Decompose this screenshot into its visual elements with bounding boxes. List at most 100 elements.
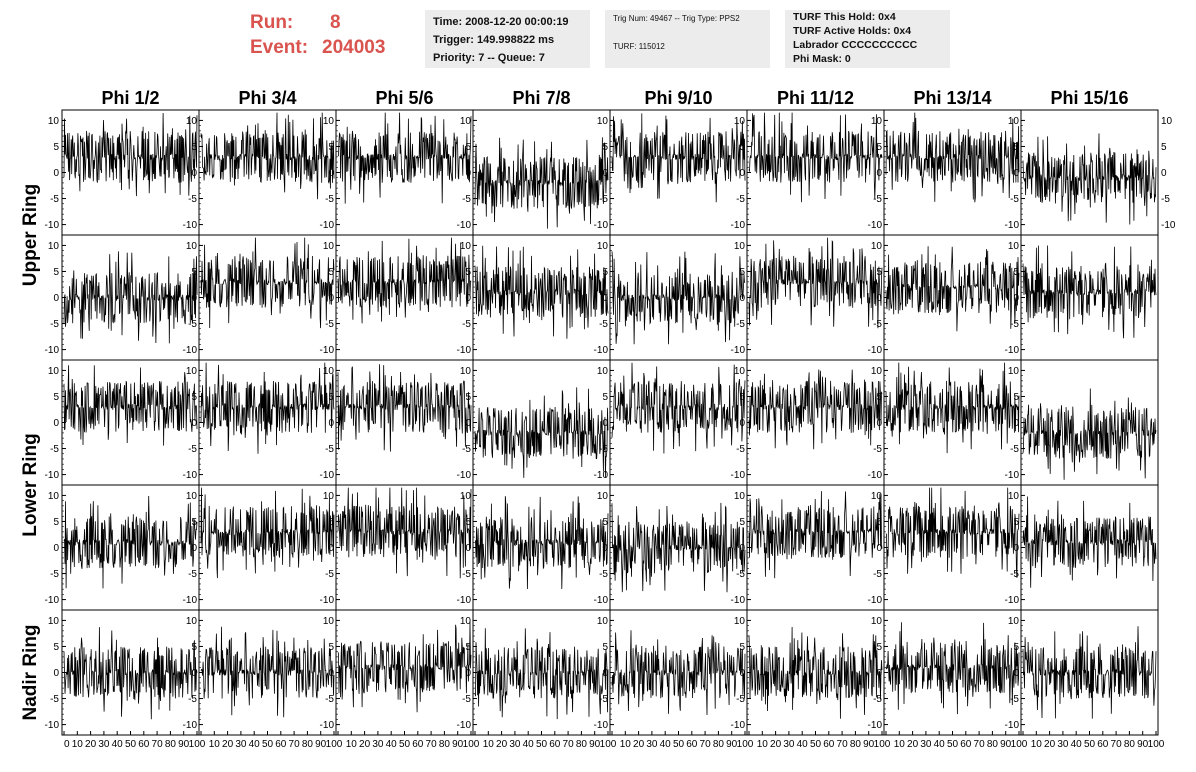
y-tick-label: 5 [328,267,334,278]
y-tick-label: 0 [328,168,334,179]
waveform-trace [748,491,883,579]
y-tick-label: 5 [53,642,59,653]
y-tick-label: 0 [328,668,334,679]
x-tick-label: 20 [222,739,234,750]
y-tick-label: 0 [739,168,745,179]
x-tick-label: 60 [1097,739,1109,750]
y-tick-label: 5 [1013,142,1019,153]
y-tick-label: 0 [328,418,334,429]
y-tick-label: -10 [731,720,746,731]
y-tick-label: 0 [1013,293,1019,304]
y-tick-label: 5 [328,642,334,653]
y-tick-label: -10 [45,220,60,231]
x-tick-label: 50 [262,739,274,750]
y-tick-label: 0 [602,418,608,429]
y-tick-label: 10 [597,366,609,377]
waveform-trace [200,487,335,579]
y-tick-label: 10 [1008,116,1020,127]
x-tick-label: 30 [920,739,932,750]
y-tick-label: 5 [876,642,882,653]
x-tick-label: 100 [874,739,891,750]
y-tick-label: -5 [1010,194,1019,205]
y-tick-label: 0 [739,418,745,429]
y-tick-label: -10 [183,595,198,606]
y-tick-label-right: 5 [1161,142,1167,153]
y-tick-label: 5 [465,517,471,528]
y-tick-label: -10 [457,595,472,606]
y-tick-label: -5 [873,569,882,580]
waveform-trace [748,626,883,719]
y-tick-label: 5 [328,392,334,403]
y-tick-label: -10 [1005,595,1020,606]
y-tick-label: -5 [599,319,608,330]
y-tick-label: -5 [462,444,471,455]
x-tick-label: 100 [600,739,617,750]
labrador-text: Labrador CCCCCCCCCC [793,39,918,51]
y-tick-label-right: -5 [1161,194,1170,205]
x-tick-label: 0 [64,739,70,750]
waveform-trace [474,628,609,720]
y-tick-label: 5 [53,392,59,403]
y-tick-label: -5 [736,569,745,580]
y-tick-label: 5 [328,517,334,528]
y-tick-label: 0 [328,543,334,554]
row-group-title: Lower Ring [20,433,41,536]
y-tick-label: 5 [1013,642,1019,653]
x-tick-label: 60 [686,739,698,750]
y-tick-label: 10 [323,241,335,252]
x-tick-label: 50 [125,739,137,750]
y-tick-label: -10 [594,220,609,231]
waveform-trace [63,365,198,446]
y-tick-label: -5 [873,694,882,705]
x-tick-label: 60 [549,739,561,750]
y-tick-label: -5 [736,694,745,705]
time-info-box: Time: 2008-12-20 00:00:19 Trigger: 149.9… [425,10,590,68]
waveform-trace [748,112,883,203]
y-tick-label: -10 [868,470,883,481]
y-tick-label: 10 [186,116,198,127]
column-title: Phi 15/16 [1050,88,1128,108]
y-tick-label: -5 [325,444,334,455]
x-tick-label: 100 [1011,739,1028,750]
y-tick-label: 10 [48,241,60,252]
waveform-trace [885,362,1020,454]
x-tick-label: 50 [947,739,959,750]
y-tick-label: 0 [1013,168,1019,179]
waveform-trace [200,112,335,200]
waveform-trace [885,487,1020,578]
y-tick-label: 10 [460,616,472,627]
waveform-trace [337,112,472,204]
y-tick-label: 0 [739,293,745,304]
x-tick-label: 30 [235,739,247,750]
y-tick-label: 10 [460,116,472,127]
y-tick-label: 5 [53,267,59,278]
x-tick-label: 60 [823,739,835,750]
y-tick-label: 0 [602,168,608,179]
x-tick-label: 40 [797,739,809,750]
phi-mask-text: Phi Mask: 0 [793,53,851,65]
y-tick-label: 10 [186,491,198,502]
x-tick-label: 90 [1000,739,1012,750]
y-tick-label: 0 [602,668,608,679]
x-tick-label: 70 [289,739,301,750]
x-tick-label: 70 [700,739,712,750]
turf-text: TURF: 115012 [613,42,665,51]
y-tick-label: -10 [183,220,198,231]
turf-this-hold-text: TURF This Hold: 0x4 [793,11,896,23]
y-tick-label: -10 [1005,220,1020,231]
y-tick-label: -5 [736,444,745,455]
y-tick-label: 10 [597,116,609,127]
y-tick-label: 5 [191,392,197,403]
y-tick-label: 10 [460,241,472,252]
y-tick-label-right: -10 [1161,220,1176,231]
event-value: 204003 [322,37,386,58]
waveform-trace [611,362,746,454]
y-tick-label: 5 [876,392,882,403]
waveform-trace [200,626,335,718]
column-title: Phi 1/2 [101,88,159,108]
x-tick-label: 60 [412,739,424,750]
y-tick-label: 0 [1013,543,1019,554]
waveform-trace [337,364,472,452]
turf-info-box: TURF This Hold: 0x4 TURF Active Holds: 0… [785,10,950,68]
y-tick-label: 0 [465,668,471,679]
